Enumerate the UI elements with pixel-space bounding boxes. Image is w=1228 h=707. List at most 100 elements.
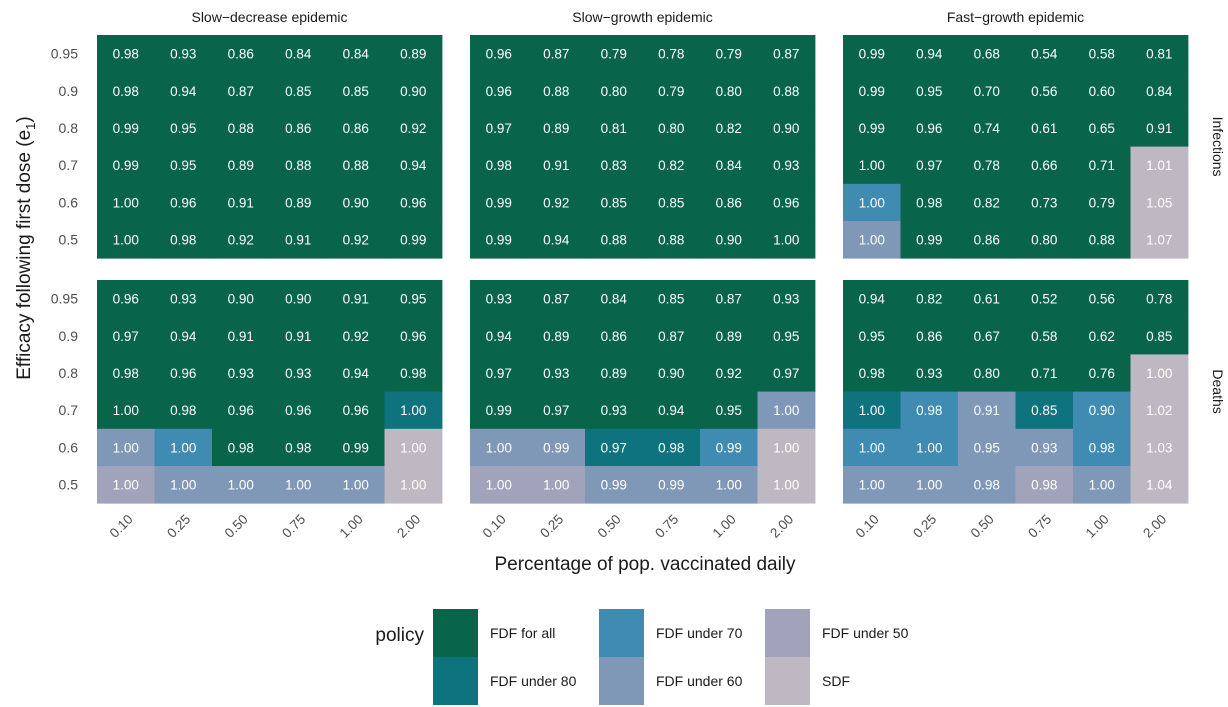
heatmap-cell [384,183,443,222]
cell-label: 0.84 [285,47,312,62]
cell-label: 0.99 [486,233,512,248]
heatmap-cell [900,72,959,110]
heatmap-cell [585,146,643,185]
heatmap-cell [1015,466,1074,504]
cell-label: 0.94 [170,84,197,99]
cell-label: 0.88 [343,158,369,173]
cell-label: 0.91 [228,195,254,210]
cell-label: 0.93 [170,47,196,62]
heatmap-cell [1073,72,1131,110]
heatmap-cell [1073,35,1131,73]
heatmap-cell [843,466,901,504]
cell-label: 0.95 [716,403,742,418]
heatmap-cell [843,72,901,110]
heatmap-cell [1073,183,1131,222]
cell-label: 0.98 [916,403,942,418]
cell-label: 0.60 [1089,84,1115,99]
cell-label: 0.98 [658,440,684,455]
cell-label: 0.89 [285,195,311,210]
legend-title: policy [375,625,424,646]
heatmap-cell [958,146,1016,185]
heatmap-cell [757,72,816,110]
heatmap-cell [97,354,155,392]
cell-label: 0.93 [773,158,799,173]
cell-label: 1.00 [916,478,942,493]
heatmap-cell [1130,317,1189,355]
cell-label: 0.97 [601,440,627,455]
cell-label: 0.93 [170,292,196,307]
cell-label: 0.90 [773,121,799,136]
heatmap-cell [900,428,959,467]
x-tick-label: 0.25 [164,512,193,541]
heatmap-cell [700,35,758,73]
cell-label: 0.90 [228,292,254,307]
heatmap-cell [212,221,270,259]
heatmap-cell [212,354,270,392]
heatmap-cell [527,354,586,392]
heatmap-cell [843,280,901,318]
cell-label: 0.78 [974,158,1000,173]
cell-label: 0.79 [658,84,684,99]
cell-label: 1.00 [113,403,139,418]
legend-key [433,609,478,657]
cell-label: 1.00 [859,403,885,418]
heatmap-cell [1015,428,1074,467]
cell-label: 0.86 [974,233,1000,248]
heatmap-cell [1130,35,1189,73]
x-tick-label: 0.25 [910,512,939,541]
cell-label: 0.54 [1031,47,1058,62]
heatmap-cell [212,466,270,504]
cell-label: 0.90 [400,84,426,99]
cell-label: 0.85 [343,84,369,99]
cell-label: 0.98 [974,478,1000,493]
heatmap-cell [527,35,586,73]
heatmap-cell [757,280,816,318]
heatmap-cell [757,354,816,392]
cell-label: 0.86 [716,195,742,210]
heatmap-cell [269,466,328,504]
heatmap-cell [1015,72,1074,110]
cell-label: 0.99 [916,233,942,248]
cell-label: 0.89 [228,158,254,173]
heatmap-cell [269,221,328,259]
cell-label: 0.96 [486,84,512,99]
cell-label: 0.90 [285,292,311,307]
cell-label: 0.99 [859,121,885,136]
heatmap-cell [154,183,213,222]
heatmap-cell [900,280,959,318]
heatmap-cell [269,72,328,110]
cell-label: 1.00 [773,440,799,455]
heatmap-cell [1073,221,1131,259]
cell-label: 0.94 [400,158,427,173]
heatmap-cell [154,428,213,467]
heatmap-cell [843,109,901,147]
heatmap-cell [269,354,328,392]
heatmap-cell [154,109,213,147]
cell-label: 1.00 [773,233,799,248]
legend-key [599,609,644,657]
heatmap-cell [1073,317,1131,355]
cell-label: 0.91 [228,329,254,344]
heatmap-cell [585,466,643,504]
cell-label: 0.96 [228,403,254,418]
cell-label: 0.99 [400,233,426,248]
heatmap-cell [958,428,1016,467]
heatmap-cell [212,280,270,318]
heatmap-cell [700,72,758,110]
cell-label: 0.98 [859,366,885,381]
heatmap-cell [212,146,270,185]
cell-label: 1.00 [400,478,426,493]
heatmap-cell [585,280,643,318]
x-tick-label: 0.10 [480,512,509,541]
cell-label: 0.98 [916,195,942,210]
x-tick-label: 1.00 [1083,512,1112,541]
heatmap-cell [384,428,443,467]
cell-label: 0.94 [343,366,370,381]
cell-label: 0.98 [170,233,196,248]
cell-label: 0.89 [543,121,569,136]
cell-label: 0.91 [285,233,311,248]
cell-label: 0.79 [716,47,742,62]
cell-label: 0.56 [1031,84,1057,99]
cell-label: 0.97 [773,366,799,381]
heatmap-cell [1015,391,1074,430]
